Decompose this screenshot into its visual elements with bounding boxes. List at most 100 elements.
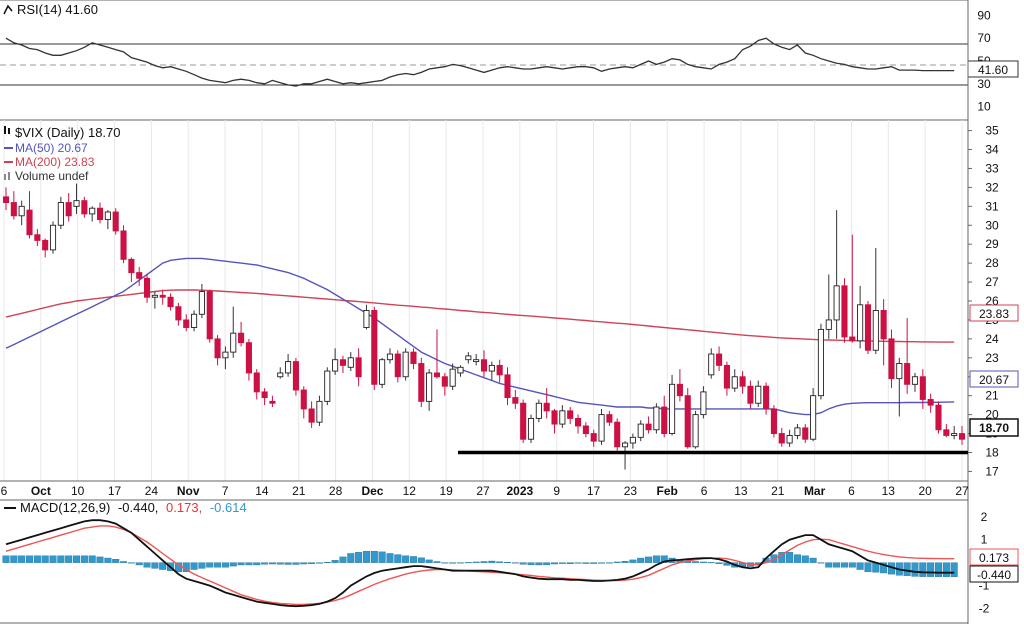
candle-body [857, 304, 864, 342]
candle-body [277, 372, 284, 378]
candle-body [175, 306, 182, 321]
price-tick-label: 31 [985, 199, 999, 213]
candle [191, 310, 198, 332]
candle-body [794, 427, 801, 436]
histogram-bar [104, 557, 112, 563]
x-tick-label: 2023 [506, 484, 533, 498]
x-tick-label: 13 [882, 484, 896, 498]
macd-badge: -0.440 [969, 565, 1019, 583]
candle [65, 193, 72, 222]
candle-body [692, 414, 699, 448]
histogram-bar [840, 562, 848, 568]
x-tick-label: 27 [476, 484, 490, 498]
candle [527, 414, 535, 444]
candle-body [10, 202, 17, 217]
macd-line [5, 519, 955, 608]
candle [692, 410, 699, 449]
candle [159, 289, 166, 305]
candle-body [582, 425, 589, 435]
candle-body [833, 285, 840, 321]
candle [904, 318, 911, 394]
candle [480, 350, 488, 377]
histogram-bar [394, 554, 402, 563]
histogram-bar [582, 562, 590, 564]
macd-tick-label: -1 [979, 579, 990, 593]
candle [567, 407, 574, 425]
candle [10, 191, 17, 220]
candle [394, 350, 401, 383]
histogram-bar [433, 561, 441, 563]
histogram-bar [339, 556, 347, 563]
candle-body [49, 224, 57, 251]
histogram-bar [378, 551, 386, 563]
candle [606, 410, 613, 426]
histogram-bar [214, 562, 222, 568]
candle-body [786, 434, 793, 444]
histogram-bar [519, 562, 527, 565]
candle [347, 352, 354, 372]
price-tick-label: 32 [985, 180, 999, 194]
histogram-bar [449, 562, 457, 564]
volume-legend-icon [4, 174, 6, 180]
candle [112, 208, 119, 235]
candle-body [543, 402, 550, 412]
rsi-current-badge: 41.60 [967, 60, 1019, 78]
candle [426, 369, 433, 411]
histogram-bar [120, 561, 128, 563]
candle [559, 405, 566, 428]
histogram-bar [417, 557, 425, 563]
histogram-bar [488, 560, 496, 563]
macd-legend: MACD(12,26,9) -0.440, 0.173, -0.614 [4, 500, 247, 515]
histogram-bar [817, 562, 825, 564]
candle [89, 206, 96, 222]
macd-legend-hist: -0.614 [210, 500, 247, 515]
histogram-bar [927, 562, 935, 577]
candle [120, 225, 127, 264]
x-tick-label: 14 [255, 484, 269, 498]
candle-body [324, 370, 331, 402]
candle-body [802, 427, 809, 440]
candle [316, 395, 323, 426]
candle [763, 382, 770, 415]
histogram-bar [786, 552, 794, 563]
macd-badge-value: -0.440 [977, 568, 1011, 582]
histogram-bar [566, 562, 574, 564]
candle-body [723, 364, 730, 389]
candle-body [951, 433, 958, 436]
candle-body [308, 408, 315, 423]
candle-body [151, 294, 158, 298]
candle-body [2, 196, 10, 203]
candle [285, 354, 292, 377]
price-tick-label: 18 [985, 445, 999, 459]
candle-body [520, 402, 527, 440]
candle-body [935, 404, 942, 431]
x-tick-label: Feb [657, 484, 678, 498]
candle-body [943, 429, 950, 436]
price-tick-label: 35 [985, 124, 999, 138]
candle [488, 361, 495, 381]
candle [175, 302, 182, 326]
candle-body [57, 202, 64, 226]
candle [96, 202, 104, 224]
histogram-bar [33, 555, 41, 563]
candle [371, 306, 378, 390]
rsi-tick-label: 30 [977, 77, 991, 91]
vix-legend-icon [4, 126, 6, 134]
candle [794, 424, 801, 440]
candle-body [904, 363, 911, 385]
histogram-bar [221, 562, 229, 568]
candle-body [269, 400, 276, 404]
candle [888, 329, 895, 389]
candle-body [629, 436, 636, 444]
candle [958, 425, 966, 445]
histogram-bar [699, 561, 707, 563]
histogram-bar [10, 555, 18, 563]
histogram-bar [2, 555, 10, 563]
candle-body [512, 397, 519, 404]
candle [755, 380, 762, 408]
candle-body [911, 376, 919, 385]
x-tick-label: 24 [145, 484, 159, 498]
price-tick-label: 24 [985, 332, 999, 346]
candle [943, 424, 950, 438]
histogram-bar [112, 559, 120, 563]
